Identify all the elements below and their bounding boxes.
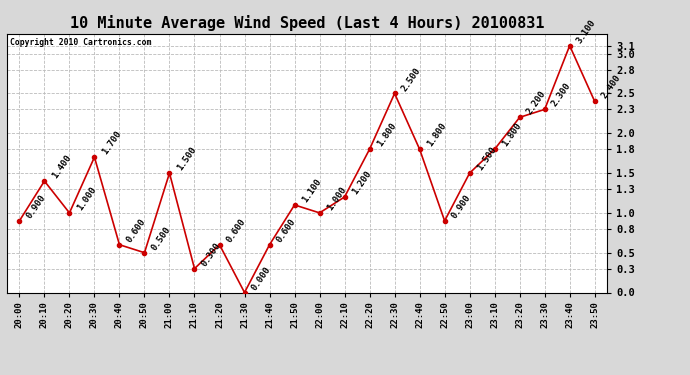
Text: 1.000: 1.000 <box>325 185 348 212</box>
Text: 1.800: 1.800 <box>500 121 523 148</box>
Text: 0.900: 0.900 <box>25 193 48 220</box>
Text: 2.400: 2.400 <box>600 74 623 100</box>
Text: 2.500: 2.500 <box>400 66 423 93</box>
Text: 1.700: 1.700 <box>100 129 123 156</box>
Text: 1.200: 1.200 <box>350 169 373 196</box>
Text: 1.400: 1.400 <box>50 153 72 180</box>
Text: 0.600: 0.600 <box>275 217 298 244</box>
Text: 2.300: 2.300 <box>550 81 573 109</box>
Text: 1.000: 1.000 <box>75 185 98 212</box>
Text: Copyright 2010 Cartronics.com: Copyright 2010 Cartronics.com <box>10 38 151 46</box>
Text: 0.600: 0.600 <box>225 217 248 244</box>
Text: 1.100: 1.100 <box>300 177 323 204</box>
Text: 0.900: 0.900 <box>450 193 473 220</box>
Title: 10 Minute Average Wind Speed (Last 4 Hours) 20100831: 10 Minute Average Wind Speed (Last 4 Hou… <box>70 15 544 31</box>
Text: 1.500: 1.500 <box>175 145 198 172</box>
Text: 0.600: 0.600 <box>125 217 148 244</box>
Text: 1.500: 1.500 <box>475 145 498 172</box>
Text: 2.200: 2.200 <box>525 89 548 117</box>
Text: 0.500: 0.500 <box>150 225 172 252</box>
Text: 1.800: 1.800 <box>425 121 448 148</box>
Text: 0.300: 0.300 <box>200 241 223 268</box>
Text: 0.000: 0.000 <box>250 264 273 292</box>
Text: 1.800: 1.800 <box>375 121 398 148</box>
Text: 3.100: 3.100 <box>575 18 598 45</box>
